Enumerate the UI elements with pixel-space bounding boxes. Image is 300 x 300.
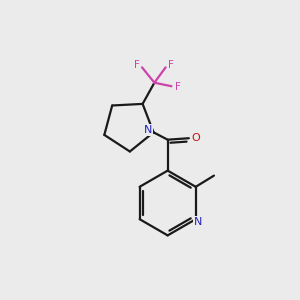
Text: N: N <box>144 125 153 135</box>
Text: N: N <box>194 217 202 226</box>
Text: F: F <box>134 60 140 70</box>
Text: F: F <box>175 82 181 92</box>
Text: O: O <box>191 133 200 143</box>
Text: F: F <box>168 60 174 70</box>
